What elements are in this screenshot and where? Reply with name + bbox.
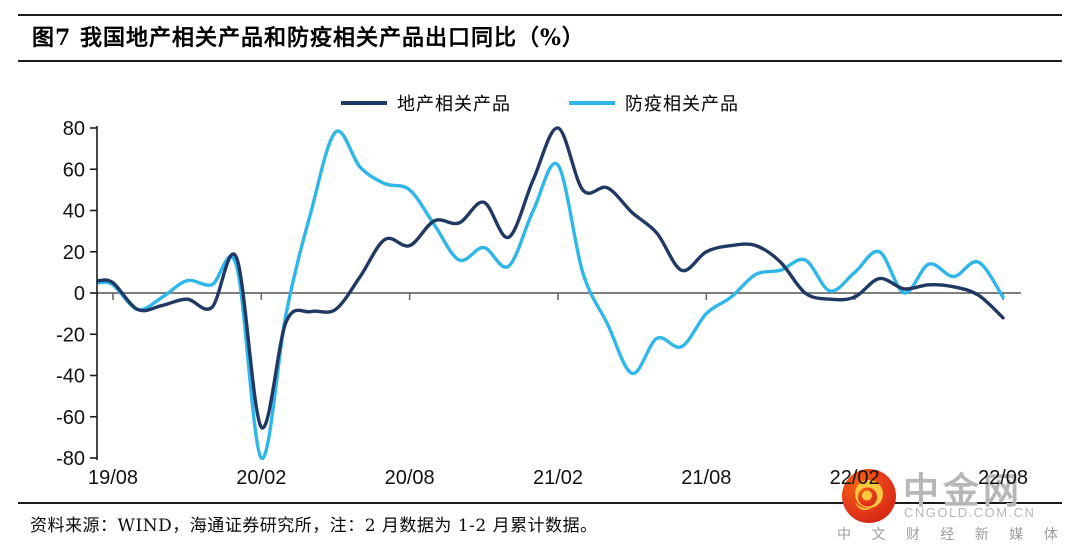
watermark-domain: CNGOLD.COM.CN xyxy=(904,505,1036,520)
chart-legend: 地产相关产品 防疫相关产品 xyxy=(0,90,1080,116)
legend-label-property: 地产相关产品 xyxy=(397,94,511,115)
cngold-watermark: 中金网 CNGOLD.COM.CN 中 文 财 经 新 媒 体 xyxy=(837,462,1072,543)
svg-text:21/08: 21/08 xyxy=(681,467,731,489)
legend-label-epidemic: 防疫相关产品 xyxy=(625,94,739,115)
source-note: 资料来源：WIND，海通证券研究所，注：2 月数据为 1-2 月累计数据。 xyxy=(30,516,598,536)
svg-text:20/08: 20/08 xyxy=(385,467,435,489)
svg-text:-20: -20 xyxy=(56,324,85,346)
figure-title-bar: 图7 我国地产相关产品和防疫相关产品出口同比（%） xyxy=(18,14,1062,62)
svg-text:21/02: 21/02 xyxy=(533,467,583,489)
svg-text:0: 0 xyxy=(74,283,85,305)
svg-text:-40: -40 xyxy=(56,366,85,388)
svg-text:22/02: 22/02 xyxy=(830,467,880,489)
x-axis-labels: 19/08 20/02 20/08 21/02 21/08 22/02 22/08 xyxy=(88,467,1028,489)
line-property-products xyxy=(97,126,1005,430)
y-axis-ticks-labels: 80 60 40 20 0 -20 -40 -60 -80 xyxy=(56,118,97,470)
svg-text:-80: -80 xyxy=(56,448,85,470)
svg-text:-60: -60 xyxy=(56,407,85,429)
x-axis-ticks xyxy=(112,293,1004,300)
svg-text:22/08: 22/08 xyxy=(978,467,1028,489)
watermark-tagline: 中 文 财 经 新 媒 体 xyxy=(837,527,1066,543)
svg-text:60: 60 xyxy=(63,159,85,181)
legend-item-property-products: 地产相关产品 xyxy=(341,90,511,116)
svg-text:40: 40 xyxy=(63,201,85,223)
watermark-brand-name: 中金网 xyxy=(903,471,1024,512)
cngold-logo-icon xyxy=(842,469,896,523)
cyan-line-swatch xyxy=(569,101,615,105)
footer-divider xyxy=(18,502,1062,504)
svg-text:20/02: 20/02 xyxy=(236,467,286,489)
svg-text:19/08: 19/08 xyxy=(88,467,138,489)
svg-text:20: 20 xyxy=(63,242,85,264)
line-epidemic-products xyxy=(97,129,1005,460)
legend-item-epidemic-products: 防疫相关产品 xyxy=(569,90,739,116)
navy-line-swatch xyxy=(341,101,387,105)
figure-title: 图7 我国地产相关产品和防疫相关产品出口同比（%） xyxy=(32,25,585,51)
svg-text:80: 80 xyxy=(63,118,85,140)
